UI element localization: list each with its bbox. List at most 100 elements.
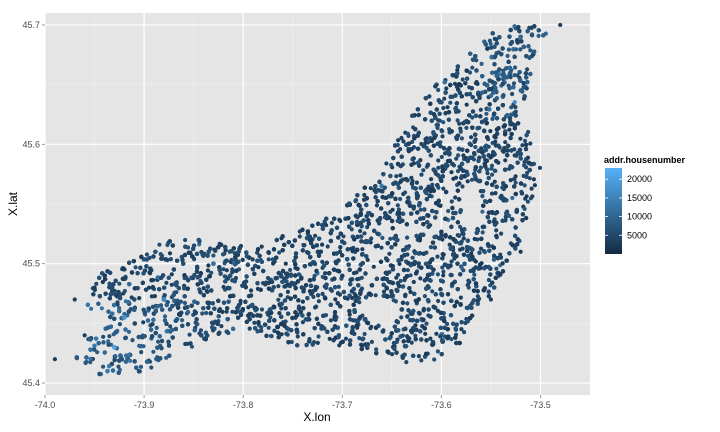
- data-point: [490, 116, 495, 121]
- data-point: [369, 236, 374, 241]
- data-point: [528, 55, 533, 60]
- data-point: [404, 360, 409, 365]
- data-point: [150, 304, 155, 309]
- data-point: [457, 121, 462, 126]
- data-point: [494, 228, 499, 233]
- data-point: [277, 311, 282, 316]
- data-point: [368, 186, 373, 191]
- data-point: [130, 338, 135, 343]
- data-point: [401, 139, 406, 144]
- data-point: [460, 77, 465, 82]
- data-point: [297, 234, 302, 239]
- data-point: [509, 91, 515, 97]
- data-point: [409, 175, 414, 180]
- data-point: [324, 223, 329, 228]
- data-point: [499, 231, 504, 236]
- data-point: [449, 337, 454, 342]
- data-point: [447, 242, 452, 247]
- data-point: [458, 247, 463, 252]
- data-point: [472, 272, 477, 277]
- data-point: [312, 273, 317, 278]
- data-point: [524, 216, 529, 221]
- data-point: [153, 249, 158, 254]
- data-point: [269, 334, 274, 339]
- data-point: [316, 299, 321, 304]
- data-point: [362, 192, 367, 198]
- data-point: [329, 220, 334, 225]
- data-point: [117, 281, 122, 286]
- grid-lines: [44, 13, 590, 395]
- data-point: [536, 33, 541, 39]
- data-point: [522, 159, 527, 165]
- data-point: [461, 153, 466, 158]
- data-point: [328, 318, 333, 323]
- data-point: [151, 349, 156, 354]
- data-point: [265, 275, 271, 281]
- data-point: [411, 279, 416, 285]
- data-point: [437, 118, 442, 123]
- data-point: [115, 300, 120, 305]
- data-point: [525, 67, 530, 72]
- data-point: [430, 182, 435, 187]
- data-point: [139, 350, 144, 355]
- data-point: [418, 207, 423, 212]
- data-point: [265, 310, 270, 315]
- data-point: [501, 149, 506, 154]
- data-point: [249, 288, 254, 293]
- data-point: [489, 45, 494, 50]
- data-point: [247, 326, 252, 331]
- data-point: [494, 266, 499, 271]
- data-point: [266, 325, 271, 330]
- data-point: [276, 297, 281, 302]
- data-point: [525, 170, 530, 176]
- data-point: [449, 170, 454, 175]
- data-point: [327, 336, 332, 341]
- data-point: [168, 257, 173, 262]
- data-point: [152, 294, 157, 299]
- data-point: [315, 340, 320, 345]
- data-point: [459, 327, 464, 332]
- data-point: [418, 158, 423, 163]
- data-point: [183, 237, 188, 243]
- data-point: [384, 161, 389, 166]
- data-point: [472, 236, 477, 242]
- data-point: [320, 242, 325, 247]
- data-point: [164, 280, 169, 285]
- data-point: [464, 102, 469, 107]
- data-point: [167, 251, 173, 256]
- data-point: [276, 284, 281, 289]
- data-point: [487, 38, 492, 43]
- data-point: [513, 180, 518, 185]
- data-point: [455, 169, 461, 174]
- data-point: [436, 158, 441, 163]
- data-point: [525, 199, 531, 204]
- data-point: [505, 112, 510, 118]
- data-point: [470, 115, 475, 120]
- data-point: [488, 41, 493, 47]
- data-point: [514, 153, 519, 158]
- data-point: [122, 288, 127, 294]
- data-point: [133, 265, 138, 270]
- data-point: [316, 334, 321, 339]
- data-point: [441, 273, 446, 278]
- data-point: [473, 259, 478, 264]
- data-point: [432, 357, 437, 362]
- data-point: [518, 136, 523, 141]
- data-point: [358, 228, 363, 234]
- data-point: [205, 268, 210, 273]
- data-point: [88, 356, 93, 361]
- data-point: [183, 341, 188, 347]
- data-point: [158, 252, 163, 257]
- data-point: [414, 180, 419, 185]
- data-point: [455, 68, 460, 73]
- data-point: [88, 360, 93, 365]
- data-point: [485, 171, 490, 176]
- data-point: [480, 209, 485, 214]
- data-point: [430, 289, 435, 294]
- data-point: [287, 284, 292, 289]
- data-point: [421, 168, 426, 173]
- data-point: [221, 267, 226, 272]
- data-point: [388, 236, 393, 241]
- data-point: [300, 320, 305, 325]
- data-point: [343, 336, 349, 341]
